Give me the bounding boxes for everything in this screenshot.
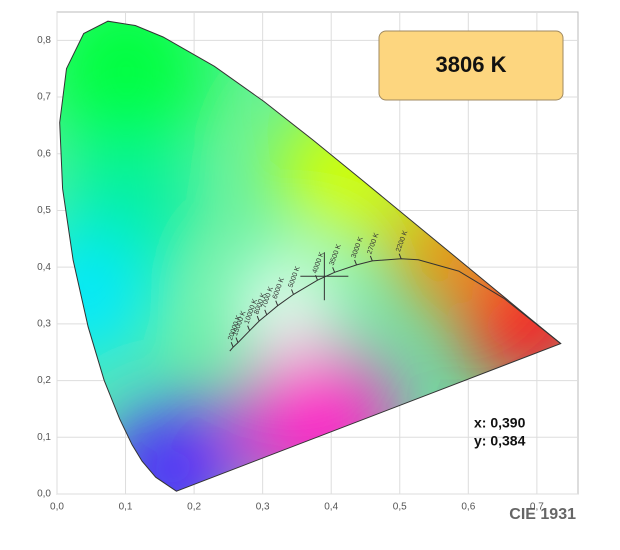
cct-value: 3806 K — [436, 52, 507, 77]
cct-tick — [235, 337, 239, 343]
x-tick-label: 0,0 — [50, 502, 64, 513]
y-readout: y: 0,384 — [474, 433, 526, 449]
cct-tick — [354, 259, 358, 266]
y-tick-label: 0,4 — [37, 262, 51, 273]
cct-tick — [264, 309, 268, 315]
x-tick-label: 0,3 — [256, 502, 270, 513]
cct-tick — [230, 341, 234, 348]
cct-tick — [332, 267, 336, 273]
x-readout: x: 0,390 — [474, 415, 526, 431]
spectral-locus — [59, 20, 562, 492]
y-tick-label: 0,8 — [37, 35, 51, 46]
y-tick-label: 0,5 — [37, 205, 51, 216]
caption: CIE 1931 — [509, 506, 576, 523]
y-tick-label: 0,3 — [37, 319, 51, 330]
x-tick-label: 0,6 — [461, 502, 475, 513]
cct-tick — [369, 255, 373, 262]
cct-tick — [247, 325, 251, 331]
y-tick-label: 0,7 — [37, 92, 51, 103]
y-tick-label: 0,2 — [37, 375, 51, 386]
cct-tick — [275, 300, 279, 306]
x-tick-label: 0,5 — [393, 502, 407, 513]
x-tick-label: 0,7 — [530, 502, 544, 513]
x-tick-label: 0,1 — [119, 502, 133, 513]
cct-tick — [398, 253, 402, 259]
x-tick-label: 0,2 — [187, 502, 201, 513]
cct-tick — [256, 315, 260, 322]
y-tick-label: 0,0 — [37, 489, 51, 500]
cct-tick — [291, 289, 294, 295]
y-tick-label: 0,1 — [37, 432, 51, 443]
x-tick-label: 0,4 — [324, 502, 338, 513]
cct-box — [378, 30, 564, 101]
y-tick-label: 0,6 — [37, 148, 51, 159]
